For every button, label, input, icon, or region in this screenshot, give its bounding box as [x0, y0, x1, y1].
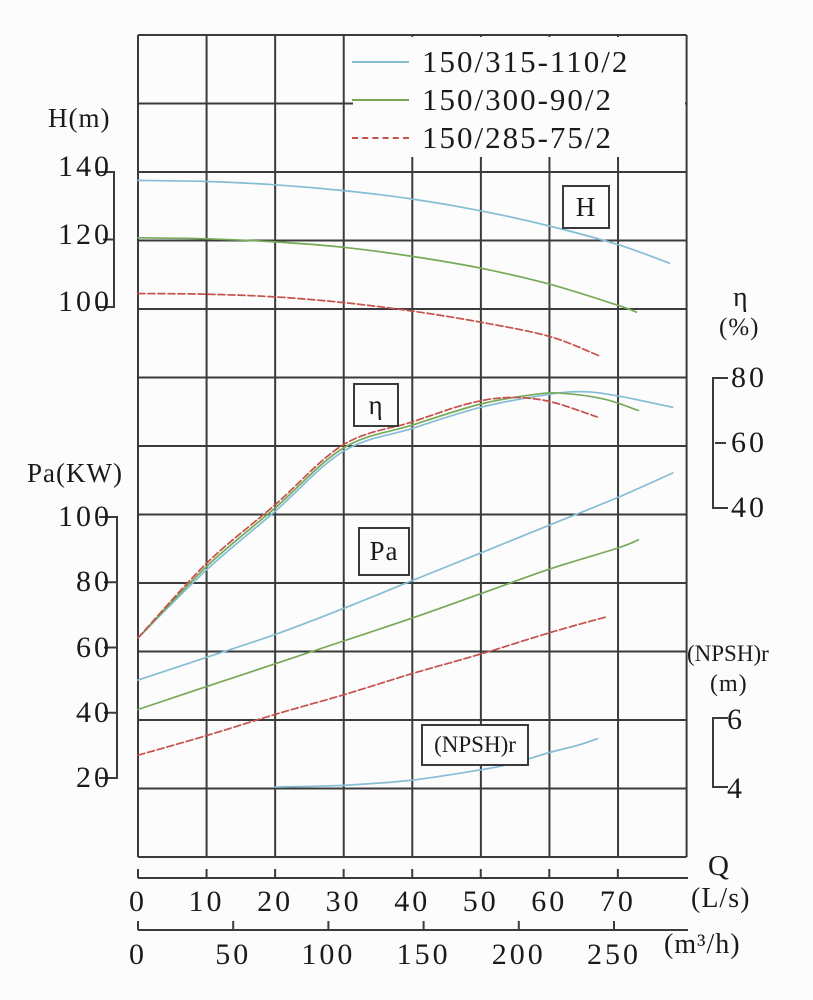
q-ls-tick-label: 50	[462, 885, 499, 918]
npsh-axis-title: (NPSH)r	[687, 641, 769, 666]
q-ls-tick-label: 10	[188, 885, 225, 918]
curve-h-150/285-75/2	[137, 292, 601, 357]
pa-tick-label: 20	[76, 761, 112, 794]
eta-tick-label: 60	[731, 426, 767, 459]
q-axis-unit-m3h: (m³/h)	[664, 929, 741, 960]
eta-axis-unit: (%)	[719, 314, 760, 341]
curve-npsh-150/315-110/2	[274, 737, 599, 788]
q-axis-unit-ls: (L/s)	[691, 883, 751, 914]
curve-tag-npsh: (NPSH)r	[421, 724, 529, 766]
legend: 150/315-110/2 150/300-90/2 150/285-75/2	[352, 44, 630, 160]
h-tick-label: 140	[58, 150, 112, 183]
q-ls-tick-label: 0	[129, 885, 147, 918]
eta-tick-label: 40	[731, 491, 767, 524]
legend-item-label: 150/300-90/2	[422, 82, 614, 117]
q-m3h-tick-label: 50	[215, 938, 252, 971]
curve-pa-150/285-75/2	[137, 615, 609, 757]
curve-h-150/300-90/2	[137, 236, 638, 313]
legend-item: 150/285-75/2	[352, 120, 629, 155]
q-m3h-tick-label: 200	[491, 938, 546, 971]
q-ls-tick-label: 70	[599, 885, 636, 918]
q-ls-tick-label: 40	[394, 885, 431, 918]
legend-item: 150/315-110/2	[352, 44, 630, 79]
q-m3h-tick-label: 100	[301, 938, 356, 971]
curve-eta-150/300-90/2	[137, 391, 640, 639]
q-m3h-tick-label: 0	[129, 938, 147, 971]
pa-axis-title: Pa(KW)	[27, 458, 123, 488]
npsh-axis-unit: (m)	[710, 671, 748, 697]
pa-tick-label: 80	[76, 565, 112, 599]
legend-item: 150/300-90/2	[352, 82, 629, 117]
curve-h-150/315-110/2	[137, 179, 671, 264]
q-m3h-tick-label: 150	[396, 938, 451, 971]
legend-line-sample-icon	[352, 99, 409, 101]
curve-pa-150/300-90/2	[137, 538, 640, 711]
legend-line-sample-icon	[352, 137, 409, 139]
legend-item-label: 150/315-110/2	[422, 44, 630, 79]
curve-tag-eta: η	[353, 383, 399, 427]
curve-eta-150/315-110/2	[137, 390, 674, 639]
pa-tick-label: 60	[76, 630, 112, 664]
q-ls-tick-label: 30	[325, 885, 362, 918]
curve-pa-150/315-110/2	[137, 472, 674, 681]
npsh-tick-label: 4	[727, 772, 745, 805]
curve-tag-h: H	[562, 185, 610, 229]
eta-tick-label: 80	[731, 361, 767, 394]
h-tick-label: 100	[58, 285, 112, 318]
q-axis-title: Q	[708, 850, 730, 882]
curve-eta-150/285-75/2	[137, 396, 599, 639]
eta-axis-title: η	[733, 282, 749, 313]
curve-tag-pa: Pa	[358, 527, 410, 576]
h-axis-title: H(m)	[48, 103, 111, 133]
q-ls-tick-label: 20	[257, 885, 294, 918]
pa-tick-label: 100	[58, 500, 112, 533]
pa-tick-label: 40	[76, 695, 112, 729]
legend-item-label: 150/285-75/2	[422, 120, 614, 155]
npsh-tick-label: 6	[727, 703, 745, 736]
h-tick-label: 120	[58, 217, 112, 251]
q-m3h-tick-label: 250	[587, 938, 641, 971]
legend-line-sample-icon	[352, 61, 409, 63]
q-ls-tick-label: 60	[531, 885, 568, 918]
